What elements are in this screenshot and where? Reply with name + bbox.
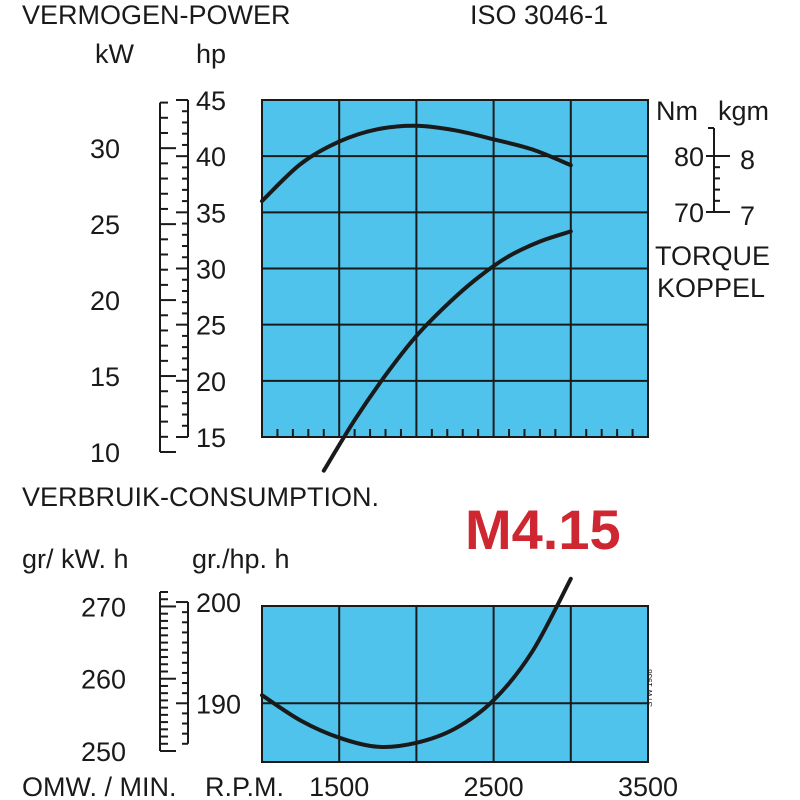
kw-tick-label: 10 [90, 438, 120, 468]
koppel-label: KOPPEL [657, 273, 765, 303]
iso-standard: ISO 3046-1 [470, 0, 608, 30]
kw-tick-label: 20 [90, 286, 120, 316]
rpm-footer-left: OMW. / MIN. [22, 772, 177, 800]
hp-tick-label: 45 [196, 86, 226, 116]
rpm-footer-unit: R.P.M. [205, 772, 284, 800]
torque-curve [321, 229, 573, 473]
consumption-plot: 190 200 250 260 270 1500 2500 3500 [81, 576, 678, 800]
hph-tick-label: 190 [196, 689, 241, 719]
torque-scale: 70 80 8 7 [674, 127, 755, 231]
rpm-tick-label: 2500 [464, 772, 524, 800]
hp-tick-label: 20 [196, 367, 226, 397]
hp-tick-label: 40 [196, 142, 226, 172]
nm-unit-label: Nm [656, 96, 698, 126]
consumption-plot-border [261, 605, 649, 763]
side-mark: STW 1938 [645, 669, 654, 707]
power-curve [260, 123, 573, 204]
kgm-tick-label: 8 [740, 145, 755, 175]
kgm-unit-label: kgm [718, 96, 769, 126]
nm-tick-label: 70 [674, 198, 704, 228]
kwh-unit-label: gr/ kW. h [22, 544, 129, 574]
hp-tick-label: 30 [196, 255, 226, 285]
power-plot: 15 20 25 30 35 40 45 10 15 20 25 30 [90, 86, 649, 473]
power-title: VERMOGEN-POWER [22, 0, 291, 30]
torque-label: TORQUE [655, 241, 770, 271]
consumption-plot-background [262, 606, 648, 762]
kw-tick-label: 25 [90, 210, 120, 240]
kwh-tick-label: 250 [81, 737, 126, 767]
model-label: M4.15 [465, 498, 621, 561]
hph-tick-label: 200 [196, 588, 241, 618]
hp-tick-label: 25 [196, 311, 226, 341]
kw-tick-label: 15 [90, 362, 120, 392]
hp-tick-label: 35 [196, 198, 226, 228]
kw-unit-label: kW [95, 39, 135, 69]
hp-tick-label: 15 [196, 423, 226, 453]
kgm-tick-label: 7 [740, 201, 755, 231]
kw-tick-label: 30 [90, 134, 120, 164]
consumption-curve [260, 576, 573, 750]
rpm-tick-label: 3500 [618, 772, 678, 800]
kwh-tick-label: 270 [81, 592, 126, 622]
rpm-tick-label: 1500 [309, 772, 369, 800]
consumption-title: VERBRUIK-CONSUMPTION. [22, 482, 379, 512]
kwh-tick-label: 260 [81, 665, 126, 695]
hph-unit-label: gr./hp. h [192, 544, 290, 574]
power-plot-border [261, 99, 649, 438]
hp-unit-label: hp [196, 39, 226, 69]
nm-tick-label: 80 [674, 142, 704, 172]
